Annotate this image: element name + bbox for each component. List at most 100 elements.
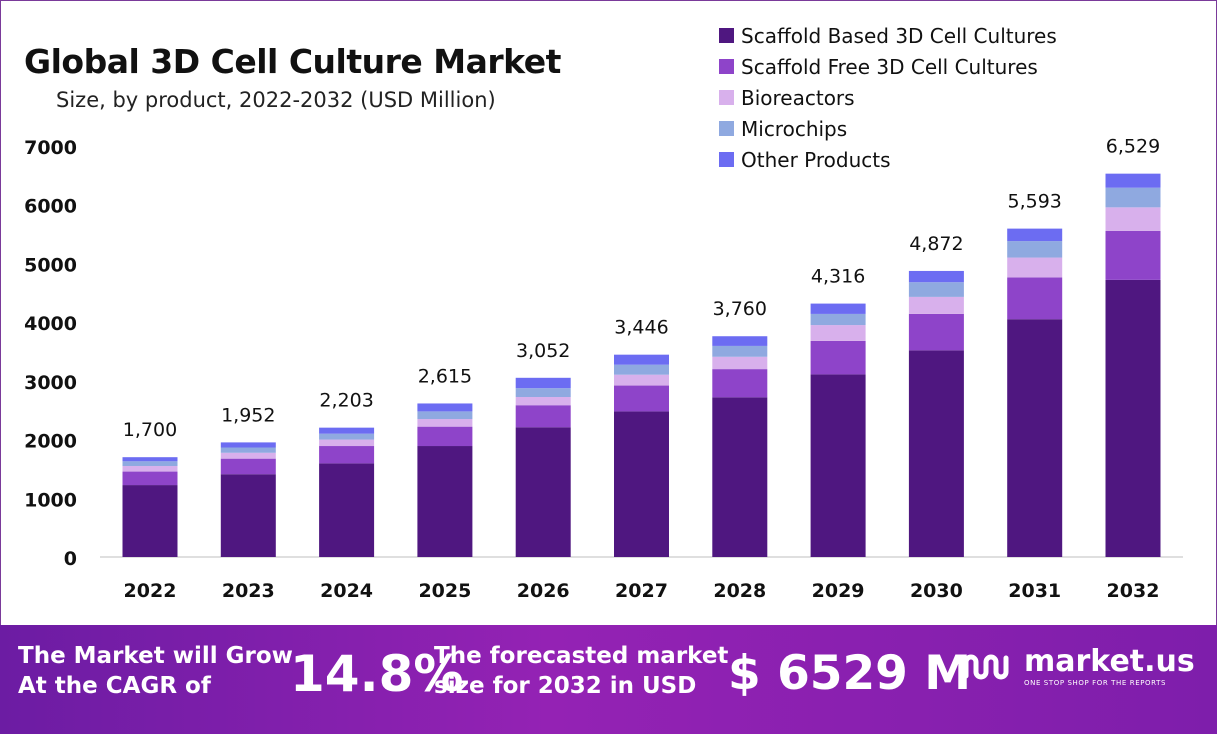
bar-segment xyxy=(810,325,866,341)
bar-segment xyxy=(614,411,669,557)
legend-swatch-scaffold-based xyxy=(719,28,734,43)
x-tick-label: 2030 xyxy=(910,580,963,602)
bar-segment xyxy=(319,463,375,557)
legend-item-microchips: Microchips xyxy=(719,113,1057,144)
x-tick-label: 2022 xyxy=(124,580,177,602)
cagr-caption: The Market will Grow At the CAGR of xyxy=(18,641,293,701)
bar-segment xyxy=(122,457,178,462)
bar-segment xyxy=(319,439,375,447)
bar-segment xyxy=(1007,257,1063,278)
bar-total-label: 3,760 xyxy=(713,298,767,320)
bar-segment xyxy=(319,446,375,464)
bar-segment xyxy=(319,433,375,440)
x-tick-label: 2023 xyxy=(222,580,275,602)
bar-segment xyxy=(908,350,964,557)
bar-total-label: 2,615 xyxy=(418,365,472,387)
x-tick-label: 2029 xyxy=(812,580,865,602)
bar-segment xyxy=(810,374,866,557)
x-tick-label: 2031 xyxy=(1008,580,1061,602)
bar-segment xyxy=(908,282,964,297)
legend-item-bioreactors: Bioreactors xyxy=(719,82,1057,113)
bar-segment xyxy=(1007,241,1063,258)
y-tick-label: 5000 xyxy=(24,254,77,276)
footer-banner: The Market will Grow At the CAGR of 14.8… xyxy=(0,625,1217,734)
forecast-caption-line2: size for 2032 in USD xyxy=(434,673,697,699)
bar-segment xyxy=(417,403,473,412)
bar-segment xyxy=(1105,173,1161,188)
bar-segment xyxy=(220,474,276,557)
chart-legend: Scaffold Based 3D Cell Cultures Scaffold… xyxy=(719,20,1057,175)
bar-segment xyxy=(515,397,571,406)
legend-swatch-microchips xyxy=(719,121,734,136)
x-tick-label: 2025 xyxy=(418,580,471,602)
bar-segment xyxy=(122,485,178,557)
y-tick-label: 0 xyxy=(64,548,77,570)
legend-item-other-products: Other Products xyxy=(719,144,1057,175)
bar-segment xyxy=(614,354,669,365)
brand-text: market.us ONE STOP SHOP FOR THE REPORTS xyxy=(1024,644,1195,688)
bar-segment xyxy=(417,411,473,420)
bar-total-label: 1,952 xyxy=(221,404,275,426)
bar-segment xyxy=(908,313,964,351)
legend-swatch-bioreactors xyxy=(719,90,734,105)
x-tick-label: 2032 xyxy=(1107,580,1160,602)
bar-segment xyxy=(515,377,571,389)
legend-label-bioreactors: Bioreactors xyxy=(741,85,855,110)
bar-segment xyxy=(417,426,473,447)
forecast-caption: The forecasted market size for 2032 in U… xyxy=(434,641,728,701)
legend-swatch-scaffold-free xyxy=(719,59,734,74)
bar-total-label: 3,052 xyxy=(516,340,570,362)
bar-total-label: 3,446 xyxy=(614,317,668,339)
bar-total-label: 4,872 xyxy=(909,233,963,255)
y-tick-label: 4000 xyxy=(24,313,77,335)
bar-segment xyxy=(712,345,768,357)
bar-segment xyxy=(417,419,473,427)
bar-total-label: 4,316 xyxy=(811,266,865,288)
bar-segment xyxy=(515,427,571,557)
bar-segment xyxy=(614,364,669,375)
legend-item-scaffold-free: Scaffold Free 3D Cell Cultures xyxy=(719,51,1057,82)
brand-logo: market.us ONE STOP SHOP FOR THE REPORTS xyxy=(962,647,1195,687)
bar-segment xyxy=(122,471,178,486)
cagr-caption-line1: The Market will Grow xyxy=(18,643,293,669)
bar-segment xyxy=(712,397,768,557)
bar-segment xyxy=(1105,187,1161,208)
bar-segment xyxy=(122,461,178,466)
y-tick-label: 7000 xyxy=(24,137,77,159)
legend-label-scaffold-based: Scaffold Based 3D Cell Cultures xyxy=(741,23,1057,48)
bar-segment xyxy=(712,356,768,370)
y-tick-label: 1000 xyxy=(24,489,77,511)
bar-segment xyxy=(220,452,276,459)
bar-segment xyxy=(908,270,964,283)
bar-segment xyxy=(515,388,571,398)
cagr-caption-line2: At the CAGR of xyxy=(18,673,211,699)
bar-segment xyxy=(712,369,768,398)
x-tick-label: 2027 xyxy=(615,580,668,602)
stacked-bar-chart: 0 1000 2000 3000 4000 5000 6000 7000 1,700 2022 1,… xyxy=(24,136,1183,602)
x-tick-label: 2024 xyxy=(320,580,373,602)
brand-name: market.us xyxy=(1024,644,1195,679)
legend-item-scaffold-based: Scaffold Based 3D Cell Cultures xyxy=(719,20,1057,51)
bar-segment xyxy=(614,385,669,412)
brand-tagline: ONE STOP SHOP FOR THE REPORTS xyxy=(1024,679,1167,687)
chart-title: Global 3D Cell Culture Market xyxy=(24,42,561,81)
legend-label-other-products: Other Products xyxy=(741,147,891,172)
bar-segment xyxy=(319,427,375,434)
market-us-logo-icon xyxy=(963,654,1009,680)
bar-segment xyxy=(1105,230,1161,280)
bar-segment xyxy=(220,458,276,475)
bar-segment xyxy=(220,447,276,453)
bar-segment xyxy=(908,296,964,314)
bar-total-label: 5,593 xyxy=(1007,191,1061,213)
bar-segment xyxy=(122,465,178,472)
bar-segment xyxy=(220,442,276,448)
y-tick-label: 3000 xyxy=(24,372,77,394)
bar-segment xyxy=(712,336,768,346)
x-tick-label: 2026 xyxy=(517,580,570,602)
bar-segment xyxy=(1007,319,1063,557)
legend-label-scaffold-free: Scaffold Free 3D Cell Cultures xyxy=(741,54,1038,79)
legend-swatch-other-products xyxy=(719,152,734,167)
bar-segment xyxy=(810,340,866,375)
bar-segment xyxy=(810,303,866,314)
bar-segment xyxy=(810,313,866,326)
